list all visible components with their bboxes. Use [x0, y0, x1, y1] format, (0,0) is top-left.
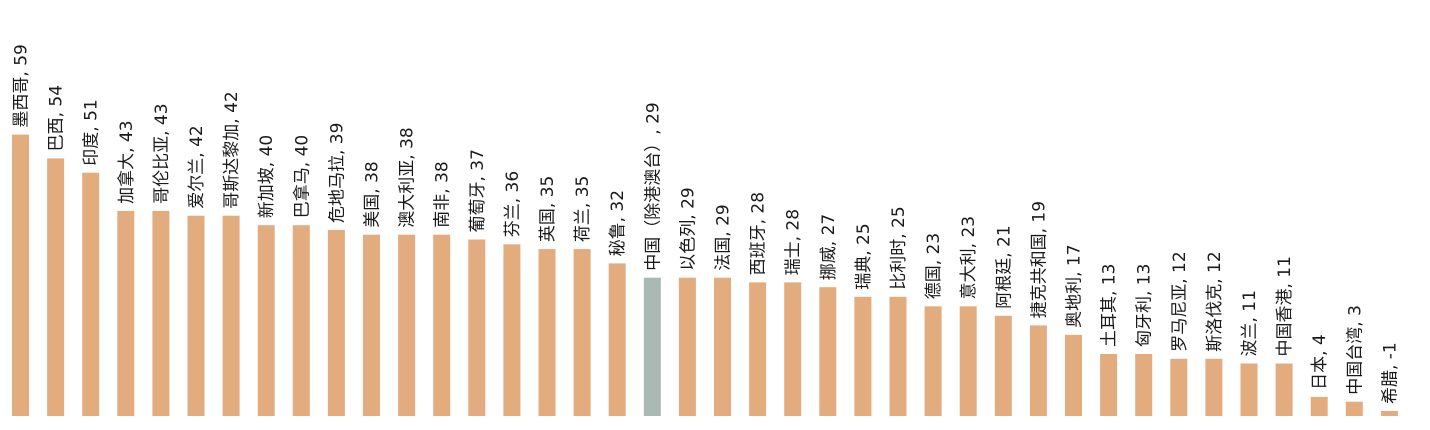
bar-18 [643, 277, 661, 416]
bar-38 [1345, 401, 1363, 416]
bar-label-18: 中国（除港澳台）, 29 [643, 102, 663, 270]
bar-0 [12, 134, 29, 416]
bar-14 [503, 244, 521, 416]
bar-label-7: 新加坡, 40 [257, 135, 277, 218]
bar-label-20: 法国, 29 [714, 204, 734, 270]
bar-1 [47, 158, 65, 416]
bar-label-21: 西班牙, 28 [749, 192, 769, 275]
bar-label-17: 秘鲁, 32 [608, 190, 628, 256]
bar-label-15: 英国, 35 [538, 176, 558, 242]
labels-group: 墨西哥, 59 巴西, 54 印度, 51 加拿大, 43 哥伦比亚, 43 爱尔兰, 4… [12, 44, 1401, 404]
bar-label-31: 土耳其, 13 [1100, 264, 1120, 347]
bar-label-34: 斯洛伐克, 12 [1205, 251, 1225, 351]
bar-39 [1380, 411, 1398, 416]
bar-label-22: 瑞士, 28 [784, 209, 804, 275]
bar-3 [117, 210, 135, 416]
bar-label-1: 巴西, 54 [47, 85, 67, 151]
bar-label-8: 巴拿马, 40 [291, 135, 312, 218]
bar-22 [784, 282, 802, 416]
bar-label-26: 德国, 23 [924, 233, 944, 299]
bar-label-35: 波兰, 11 [1240, 290, 1260, 356]
bar-26 [924, 306, 942, 416]
bar-7 [257, 225, 275, 416]
bar-17 [608, 263, 626, 416]
bar-label-11: 澳大利亚, 38 [398, 127, 418, 227]
bar-label-33: 罗马尼亚, 12 [1170, 251, 1190, 351]
bar-13 [468, 239, 486, 416]
bar-32 [1135, 354, 1153, 416]
bar-15 [538, 249, 556, 416]
bar-27 [959, 306, 977, 416]
bar-label-36: 中国香港, 11 [1275, 256, 1295, 356]
bar-label-30: 奥地利, 17 [1065, 244, 1085, 327]
bar-label-38: 中国台湾, 3 [1345, 305, 1365, 395]
bar-label-25: 比利时, 25 [889, 206, 909, 289]
bar-24 [854, 296, 872, 416]
bar-30 [1065, 334, 1082, 416]
bar-label-27: 意大利, 23 [959, 216, 979, 299]
bar-label-14: 芬兰, 36 [503, 171, 523, 237]
bar-label-13: 葡萄牙, 37 [468, 149, 488, 232]
bar-9 [327, 230, 345, 416]
bar-10 [363, 234, 380, 416]
bar-19 [678, 277, 696, 416]
bar-label-39: 希腊, -1 [1380, 342, 1400, 404]
bar-label-6: 哥斯达黎加, 42 [222, 91, 242, 208]
bar-37 [1310, 396, 1328, 416]
bar-label-5: 爱尔兰, 42 [187, 125, 207, 208]
bar-label-16: 荷兰, 35 [573, 176, 593, 242]
bar-5 [187, 215, 205, 416]
bar-12 [433, 234, 451, 416]
bar-label-12: 南非, 38 [433, 161, 453, 227]
bar-35 [1240, 363, 1258, 416]
bar-label-19: 以色列, 29 [678, 187, 698, 270]
bar-36 [1275, 363, 1293, 416]
bar-label-28: 阿根廷, 21 [994, 225, 1014, 308]
bar-20 [714, 277, 731, 416]
bar-34 [1205, 358, 1223, 416]
bar-label-23: 挪威, 27 [819, 214, 839, 280]
bar-8 [292, 225, 310, 416]
bar-label-32: 匈牙利, 13 [1135, 264, 1155, 347]
bar-label-29: 捷克共和国, 19 [1029, 201, 1049, 318]
bar-label-10: 美国, 38 [363, 161, 383, 227]
bar-4 [152, 210, 170, 416]
bar-11 [398, 234, 416, 416]
bars-group [12, 134, 1398, 416]
bar-2 [82, 172, 100, 416]
bar-25 [889, 296, 907, 416]
bar-21 [749, 282, 767, 416]
bar-23 [819, 287, 837, 416]
bar-31 [1100, 354, 1118, 416]
bar-29 [1029, 325, 1047, 416]
bar-label-9: 危地马拉, 39 [327, 123, 347, 223]
bar-33 [1170, 358, 1188, 416]
bar-label-37: 日本, 4 [1310, 334, 1330, 390]
bar-label-3: 加拿大, 43 [116, 120, 137, 203]
bar-16 [573, 249, 591, 416]
bar-6 [222, 215, 240, 416]
bar-label-0: 墨西哥, 59 [12, 44, 32, 127]
bar-label-24: 瑞典, 25 [854, 223, 874, 289]
bar-label-4: 哥伦比亚, 43 [152, 103, 172, 203]
bar-28 [994, 315, 1012, 416]
bar-label-2: 印度, 51 [82, 99, 102, 165]
